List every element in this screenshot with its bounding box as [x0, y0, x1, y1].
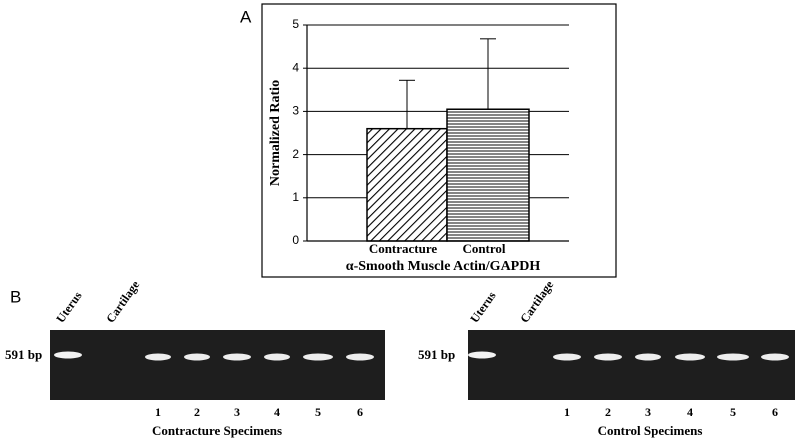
lane-number: 4	[687, 405, 693, 419]
gel-band	[346, 353, 374, 361]
y-axis-label: Normalized Ratio	[268, 80, 283, 186]
gel-band	[675, 353, 705, 361]
size-marker: 591 bp	[5, 347, 42, 362]
x-tick-label: Control	[462, 241, 505, 256]
gel-band	[145, 353, 171, 361]
y-tick-label: 1	[292, 190, 299, 204]
gel-band	[264, 353, 290, 361]
lane-number: 1	[155, 405, 161, 419]
gel-band	[594, 353, 622, 361]
lane-label: Uterus	[53, 289, 85, 326]
lane-label: Cartilage	[517, 277, 556, 325]
lane-number: 1	[564, 405, 570, 419]
lane-number: 6	[357, 405, 363, 419]
gel-caption: Control Specimens	[598, 423, 703, 438]
gel-image	[468, 330, 795, 400]
panel-label: A	[240, 7, 252, 26]
lane-number: 3	[234, 405, 240, 419]
gel-band	[303, 353, 333, 361]
lane-number: 5	[315, 405, 321, 419]
x-tick-label: Contracture	[369, 241, 438, 256]
x-axis-label: α-Smooth Muscle Actin/GAPDH	[346, 259, 541, 274]
gel-band	[761, 353, 789, 361]
y-tick-label: 5	[292, 17, 299, 31]
gel-band	[184, 353, 210, 361]
lane-number: 4	[274, 405, 280, 419]
y-tick-label: 2	[292, 147, 299, 161]
gel-caption: Contracture Specimens	[152, 423, 282, 438]
chart-frame	[261, 3, 617, 278]
gel-band	[717, 353, 749, 361]
bar	[446, 108, 530, 242]
gel-band	[54, 351, 82, 359]
gel-image	[50, 330, 385, 400]
lane-label: Uterus	[467, 289, 499, 326]
y-tick-label: 3	[292, 104, 299, 118]
lane-number: 6	[772, 405, 778, 419]
lane-number: 2	[605, 405, 611, 419]
gel-band	[223, 353, 251, 361]
lane-number: 3	[645, 405, 651, 419]
gel-band	[635, 353, 661, 361]
panel-label: B	[10, 287, 21, 306]
y-tick-label: 4	[292, 60, 299, 74]
size-marker: 591 bp	[418, 347, 455, 362]
lane-number: 2	[194, 405, 200, 419]
lane-label: Cartilage	[103, 277, 142, 325]
bar	[366, 127, 448, 242]
lane-number: 5	[730, 405, 736, 419]
gel-band	[468, 351, 496, 359]
gel-band	[553, 353, 581, 361]
y-tick-label: 0	[292, 233, 299, 247]
